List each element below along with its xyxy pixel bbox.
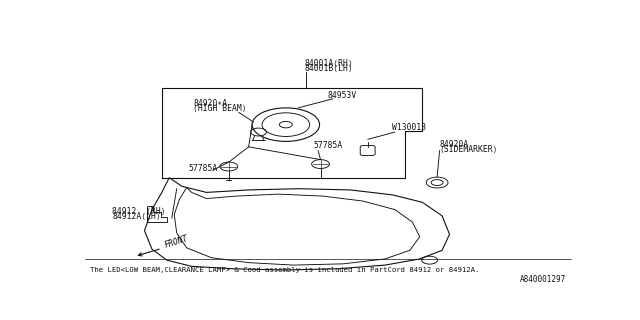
Text: 57785A: 57785A [313,141,342,150]
Text: A840001297: A840001297 [520,275,566,284]
Text: 84912A⟨LH⟩: 84912A⟨LH⟩ [112,212,161,221]
Text: 84001B⟨LH⟩: 84001B⟨LH⟩ [305,64,353,73]
Text: 84920∗A: 84920∗A [193,99,227,108]
Text: ⟨HIGH BEAM⟩: ⟨HIGH BEAM⟩ [193,104,246,113]
Text: 57785A: 57785A [188,164,218,173]
Text: FRONT: FRONT [163,234,189,250]
Text: 84920A: 84920A [440,140,469,149]
Text: The LED<LOW BEAM,CLEARANCE LAMP> & Cood assembly is included in PartCord 84912 o: The LED<LOW BEAM,CLEARANCE LAMP> & Cood … [90,267,479,273]
Text: 84912  ⟨RH⟩: 84912 ⟨RH⟩ [112,207,166,216]
Text: 84001A⟨RH⟩: 84001A⟨RH⟩ [305,59,353,68]
Text: W130013: W130013 [392,123,427,132]
Text: 84953V: 84953V [328,91,357,100]
Text: ⟨SIDEMARKER⟩: ⟨SIDEMARKER⟩ [440,145,498,154]
